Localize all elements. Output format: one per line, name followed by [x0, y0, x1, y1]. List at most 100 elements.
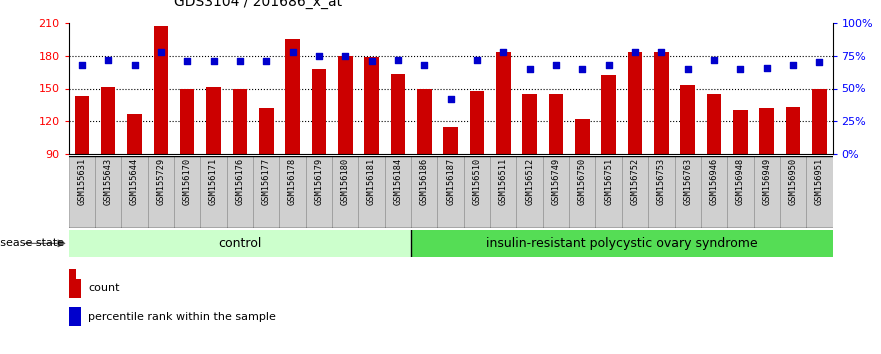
Bar: [233, 88, 248, 154]
Text: GSM156177: GSM156177: [262, 158, 270, 205]
Text: GSM156946: GSM156946: [709, 158, 719, 205]
Bar: [496, 52, 511, 154]
Bar: [75, 96, 89, 154]
Text: GSM156186: GSM156186: [419, 158, 429, 205]
Bar: [812, 88, 826, 154]
Text: GSM156170: GSM156170: [182, 158, 192, 205]
Bar: [122, 156, 148, 228]
Point: [655, 49, 669, 55]
Bar: [628, 52, 642, 154]
Point: [181, 58, 195, 64]
Text: GSM156763: GSM156763: [683, 158, 692, 205]
Point: [602, 62, 616, 68]
Bar: [206, 87, 221, 154]
Point: [391, 57, 405, 63]
Point: [206, 58, 220, 64]
Bar: [390, 74, 405, 154]
Text: percentile rank within the sample: percentile rank within the sample: [88, 312, 276, 322]
Text: GDS3104 / 201686_x_at: GDS3104 / 201686_x_at: [174, 0, 343, 9]
Bar: [385, 156, 411, 228]
Point: [312, 53, 326, 58]
Bar: [806, 156, 833, 228]
Bar: [522, 94, 537, 154]
Bar: [174, 156, 200, 228]
Text: count: count: [88, 283, 120, 293]
Point: [233, 58, 247, 64]
Bar: [253, 156, 279, 228]
Point: [575, 66, 589, 72]
Bar: [622, 156, 648, 228]
Bar: [490, 156, 516, 228]
Point: [496, 49, 510, 55]
Bar: [279, 156, 306, 228]
Text: GSM156184: GSM156184: [394, 158, 403, 205]
Text: GSM156951: GSM156951: [815, 158, 824, 205]
Bar: [69, 279, 81, 298]
Point: [285, 49, 300, 55]
Bar: [727, 156, 753, 228]
Bar: [786, 107, 800, 154]
Bar: [180, 88, 195, 154]
Bar: [759, 108, 774, 154]
Bar: [753, 156, 780, 228]
Point: [259, 58, 273, 64]
Point: [418, 62, 432, 68]
Bar: [69, 218, 77, 296]
Point: [549, 62, 563, 68]
Text: GSM156950: GSM156950: [788, 158, 797, 205]
Bar: [543, 156, 569, 228]
Text: GSM156749: GSM156749: [552, 158, 560, 205]
Point: [733, 66, 747, 72]
Bar: [680, 85, 695, 154]
Bar: [69, 307, 81, 326]
Point: [522, 66, 537, 72]
Bar: [101, 87, 115, 154]
Point: [75, 62, 89, 68]
Text: GSM156753: GSM156753: [657, 158, 666, 205]
Bar: [569, 156, 596, 228]
Bar: [463, 156, 490, 228]
Bar: [549, 94, 563, 154]
Point: [628, 49, 642, 55]
Bar: [128, 114, 142, 154]
Text: GSM156752: GSM156752: [631, 158, 640, 205]
Bar: [654, 52, 669, 154]
Bar: [312, 69, 326, 154]
Text: GSM156949: GSM156949: [762, 158, 771, 205]
Bar: [285, 39, 300, 154]
Bar: [411, 156, 438, 228]
Point: [786, 62, 800, 68]
Text: GSM156187: GSM156187: [446, 158, 455, 205]
Bar: [153, 26, 168, 154]
Bar: [95, 156, 122, 228]
Bar: [365, 57, 379, 154]
Bar: [259, 108, 273, 154]
Bar: [516, 156, 543, 228]
Bar: [438, 156, 463, 228]
Bar: [675, 156, 701, 228]
Point: [101, 57, 115, 63]
Bar: [338, 56, 352, 154]
Text: GSM156750: GSM156750: [578, 158, 587, 205]
Point: [759, 65, 774, 70]
Point: [812, 59, 826, 65]
Bar: [780, 156, 806, 228]
Bar: [602, 75, 616, 154]
Bar: [596, 156, 622, 228]
Bar: [332, 156, 359, 228]
Bar: [701, 156, 727, 228]
Text: GSM156181: GSM156181: [367, 158, 376, 205]
Point: [470, 57, 484, 63]
Bar: [411, 230, 833, 257]
Point: [365, 58, 379, 64]
Text: disease state: disease state: [0, 238, 64, 249]
Text: control: control: [218, 237, 262, 250]
Bar: [69, 230, 411, 257]
Text: GSM156751: GSM156751: [604, 158, 613, 205]
Bar: [200, 156, 226, 228]
Bar: [470, 91, 485, 154]
Bar: [69, 156, 95, 228]
Bar: [733, 110, 748, 154]
Text: GSM156512: GSM156512: [525, 158, 534, 205]
Text: GSM156171: GSM156171: [209, 158, 218, 205]
